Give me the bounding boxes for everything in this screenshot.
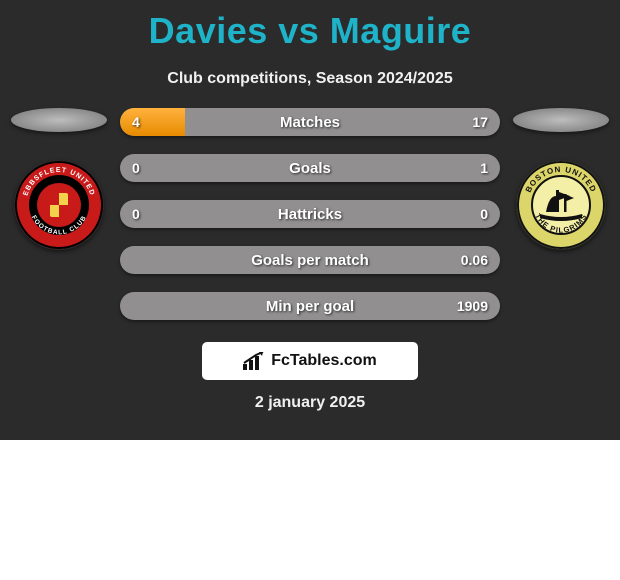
bar-value-right: 1909 (457, 292, 488, 320)
stat-bar: Min per goal1909 (120, 292, 500, 320)
club-badge-left: EBBSFLEET UNITED FOOTBALL CLUB (14, 160, 104, 250)
bar-label: Goals (120, 154, 500, 182)
ebbsfleet-badge-svg: EBBSFLEET UNITED FOOTBALL CLUB (14, 160, 104, 250)
stat-bar: 0Goals1 (120, 154, 500, 182)
stat-bar: Goals per match0.06 (120, 246, 500, 274)
stat-bars: 4Matches170Goals10Hattricks0Goals per ma… (114, 108, 506, 320)
bar-label: Hattricks (120, 200, 500, 228)
main-row: EBBSFLEET UNITED FOOTBALL CLUB 4Matches1… (0, 108, 620, 320)
comparison-widget: Davies vs Maguire Club competitions, Sea… (0, 0, 620, 440)
bar-value-right: 1 (480, 154, 488, 182)
bar-label: Matches (120, 108, 500, 136)
brand-badge[interactable]: FcTables.com (202, 342, 418, 380)
boston-badge-svg: BOSTON UNITED THE PILGRIMS (516, 160, 606, 250)
brand-text: FcTables.com (271, 352, 377, 370)
bar-label: Goals per match (120, 246, 500, 274)
stat-bar: 4Matches17 (120, 108, 500, 136)
player-shadow-right (513, 108, 609, 132)
date-line: 2 january 2025 (0, 394, 620, 412)
bar-value-right: 0.06 (461, 246, 488, 274)
page-title: Davies vs Maguire (0, 0, 620, 52)
subtitle: Club competitions, Season 2024/2025 (0, 70, 620, 88)
left-side: EBBSFLEET UNITED FOOTBALL CLUB (4, 108, 114, 250)
right-side: BOSTON UNITED THE PILGRIMS (506, 108, 616, 250)
bar-value-right: 0 (480, 200, 488, 228)
club-badge-right: BOSTON UNITED THE PILGRIMS (516, 160, 606, 250)
bar-label: Min per goal (120, 292, 500, 320)
bar-value-right: 17 (472, 108, 488, 136)
player-shadow-left (11, 108, 107, 132)
stat-bar: 0Hattricks0 (120, 200, 500, 228)
chart-icon (243, 352, 265, 370)
